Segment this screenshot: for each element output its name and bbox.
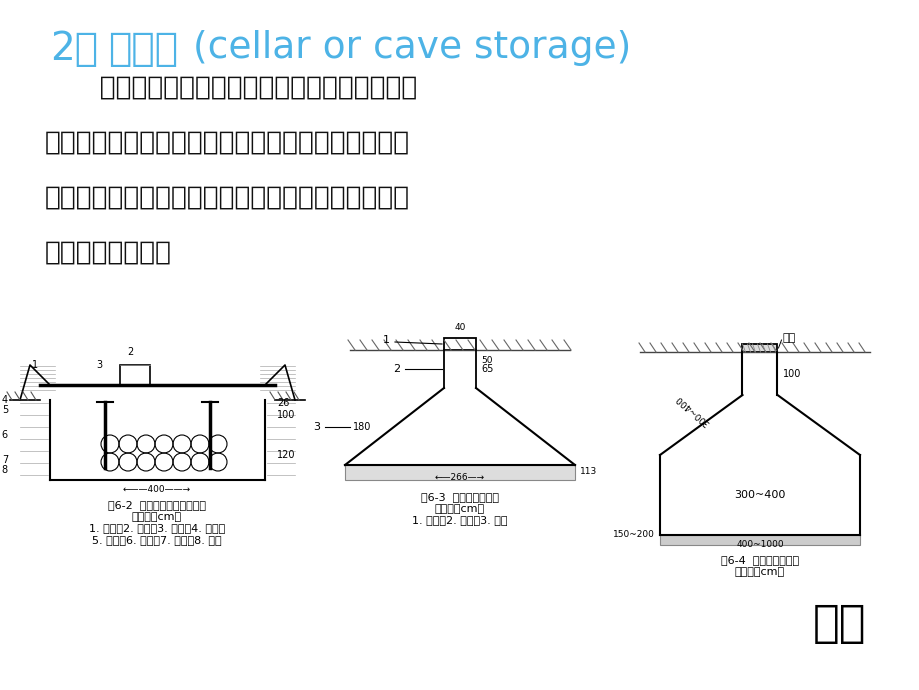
Text: 放在窑窖内。产品堆放时注意留有通风道，以利通风: 放在窑窖内。产品堆放时注意留有通风道，以利通风 xyxy=(45,185,410,211)
Text: 3: 3 xyxy=(96,360,102,370)
Text: 图6-3  南充地窖示意图
（单位：cm）
1. 窖口；2. 窖颈；3. 窖体: 图6-3 南充地窖示意图 （单位：cm） 1. 窖口；2. 窖颈；3. 窖体 xyxy=(412,492,507,525)
Text: 2: 2 xyxy=(392,364,400,374)
Text: 40: 40 xyxy=(454,323,465,332)
Bar xyxy=(120,365,151,385)
Text: 5: 5 xyxy=(2,405,8,415)
Text: 26: 26 xyxy=(277,398,289,408)
Text: 2: 2 xyxy=(127,347,133,357)
Text: 300~400: 300~400 xyxy=(733,490,785,500)
Text: 1: 1 xyxy=(32,360,38,370)
Text: 7: 7 xyxy=(2,455,8,465)
Text: 8: 8 xyxy=(2,465,8,475)
Text: 2、: 2、 xyxy=(50,30,98,68)
Text: 100: 100 xyxy=(782,369,800,379)
Text: 窑窖式: 窑窖式 xyxy=(108,30,178,68)
Text: 图6-4  山西井窖示意图
（单位：cm）: 图6-4 山西井窖示意图 （单位：cm） xyxy=(720,555,799,577)
Text: ←—266—→: ←—266—→ xyxy=(435,473,484,482)
Text: 113: 113 xyxy=(579,468,596,477)
Text: 1: 1 xyxy=(382,335,390,345)
Text: 300~400: 300~400 xyxy=(674,393,711,427)
Bar xyxy=(345,465,574,480)
Text: 6: 6 xyxy=(2,430,8,440)
Text: (cellar or cave storage): (cellar or cave storage) xyxy=(193,30,630,66)
Text: 65: 65 xyxy=(481,364,493,374)
Text: 木盖: 木盖 xyxy=(782,333,795,343)
Text: 400~1000: 400~1000 xyxy=(735,540,783,549)
Text: 150~200: 150~200 xyxy=(612,530,654,539)
Text: 50: 50 xyxy=(481,355,492,364)
Bar xyxy=(444,338,475,350)
Text: 即在山坡或地势较高的地方挖地窖或土窑洞，: 即在山坡或地势较高的地方挖地窖或土窑洞， xyxy=(45,75,417,101)
Text: 3: 3 xyxy=(312,422,320,432)
Text: 100: 100 xyxy=(277,410,295,420)
Text: 返回: 返回 xyxy=(812,602,866,645)
Text: 图6-2  棚窖（白菜窖）示意图
（单位：cm）
1. 横杆；2. 天窗；3. 泥土；4. 枕木；
5. 棚架；6. 窖眼；7. 支柱；8. 白菜: 图6-2 棚窖（白菜窖）示意图 （单位：cm） 1. 横杆；2. 天窗；3. 泥… xyxy=(89,500,225,545)
Bar xyxy=(742,344,777,352)
Text: ←——400——→: ←——400——→ xyxy=(123,485,191,494)
Text: 180: 180 xyxy=(353,422,371,432)
Text: 4: 4 xyxy=(2,395,8,405)
Text: 也可采用人防设施，将新鲜园艺产品散堆或包装后堆: 也可采用人防设施，将新鲜园艺产品散堆或包装后堆 xyxy=(45,130,410,156)
Bar xyxy=(659,535,859,545)
Text: 换气和排除热量。: 换气和排除热量。 xyxy=(45,240,172,266)
Text: 120: 120 xyxy=(277,450,295,460)
